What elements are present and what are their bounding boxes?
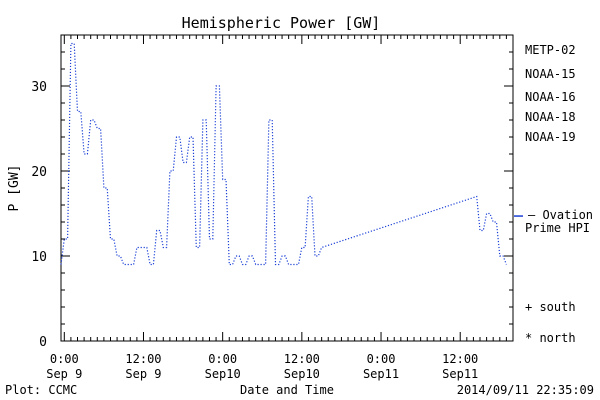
plot-frame bbox=[60, 34, 514, 342]
y-axis-label: P [GW] bbox=[7, 165, 22, 212]
x-tick-label: 12:00 bbox=[284, 352, 320, 366]
x-tick-label-date: Sep11 bbox=[442, 367, 478, 381]
footer-timestamp: 2014/09/11 22:35:09 bbox=[457, 383, 594, 397]
legend-ovation-line2: Prime HPI bbox=[525, 221, 590, 235]
legend-item-noaa-19: NOAA-19 bbox=[525, 130, 576, 144]
legend-item-noaa-16: NOAA-16 bbox=[525, 90, 576, 104]
legend-north: * north bbox=[525, 331, 576, 345]
legend: METP-02 NOAA-15 NOAA-16 NOAA-18 NOAA-19 … bbox=[525, 43, 593, 345]
x-tick-label-date: Sep 9 bbox=[125, 367, 161, 381]
chart-title: Hemispheric Power [GW] bbox=[182, 14, 381, 32]
legend-item-metp-02: METP-02 bbox=[525, 43, 576, 57]
x-tick-label: 0:00 bbox=[208, 352, 237, 366]
y-tick-label: 0 bbox=[39, 335, 47, 350]
x-tick-label-date: Sep 9 bbox=[46, 367, 82, 381]
x-tick-label: 12:00 bbox=[442, 352, 478, 366]
legend-item-noaa-18: NOAA-18 bbox=[525, 110, 576, 124]
legend-south: + south bbox=[525, 300, 576, 314]
y-tick-label: 10 bbox=[31, 250, 47, 265]
footer-plot-source: Plot: CCMC bbox=[5, 383, 77, 397]
legend-item-noaa-15: NOAA-15 bbox=[525, 67, 576, 81]
x-tick-label-date: Sep10 bbox=[205, 367, 241, 381]
y-tick-label: 30 bbox=[31, 80, 47, 95]
legend-ovation-line1: — Ovation bbox=[528, 208, 593, 222]
x-tick-label: 12:00 bbox=[125, 352, 161, 366]
x-axis-label: Date and Time bbox=[240, 383, 334, 397]
y-tick-label: 20 bbox=[31, 165, 47, 180]
x-tick-label: 0:00 bbox=[50, 352, 79, 366]
series-line-noaa-15 bbox=[60, 42, 507, 266]
x-tick-label-date: Sep11 bbox=[363, 367, 399, 381]
x-tick-label-date: Sep10 bbox=[284, 367, 320, 381]
x-tick-label: 0:00 bbox=[367, 352, 396, 366]
y-axis: 0 10 20 30 bbox=[31, 34, 513, 350]
series-layer bbox=[60, 42, 507, 266]
